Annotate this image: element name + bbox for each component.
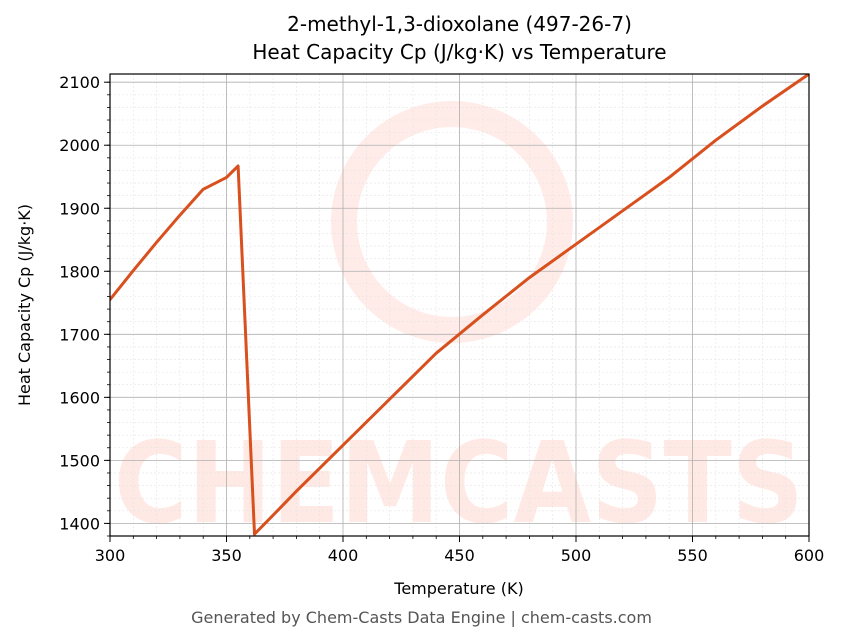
- x-tick-label: 350: [211, 546, 242, 565]
- watermark-text: CHEMCASTS: [114, 419, 804, 549]
- x-tick-label: 600: [794, 546, 825, 565]
- x-axis-label: Temperature (K): [393, 579, 523, 598]
- watermark: CHEMCASTS: [114, 101, 804, 549]
- chart-subtitle: Heat Capacity Cp (J/kg·K) vs Temperature: [252, 40, 667, 64]
- y-tick-label: 1600: [59, 388, 100, 407]
- y-tick-label: 1700: [59, 325, 100, 344]
- x-tick-label: 550: [677, 546, 708, 565]
- y-tick-label: 1500: [59, 451, 100, 470]
- y-tick-label: 1400: [59, 514, 100, 533]
- y-axis-label: Heat Capacity Cp (J/kg·K): [15, 204, 34, 406]
- chart-title: 2-methyl-1,3-dioxolane (497-26-7): [287, 12, 632, 36]
- watermark-ring: [331, 101, 573, 343]
- y-tick-label: 1800: [59, 262, 100, 281]
- x-tick-label: 450: [444, 546, 475, 565]
- y-tick-label: 1900: [59, 199, 100, 218]
- y-tick-label: 2000: [59, 136, 100, 155]
- x-tick-label: 300: [95, 546, 126, 565]
- x-tick-label: 500: [561, 546, 592, 565]
- footer-credit: Generated by Chem-Casts Data Engine | ch…: [191, 608, 652, 627]
- y-tick-label: 2100: [59, 73, 100, 92]
- x-tick-label: 400: [328, 546, 359, 565]
- series-line: [110, 74, 809, 536]
